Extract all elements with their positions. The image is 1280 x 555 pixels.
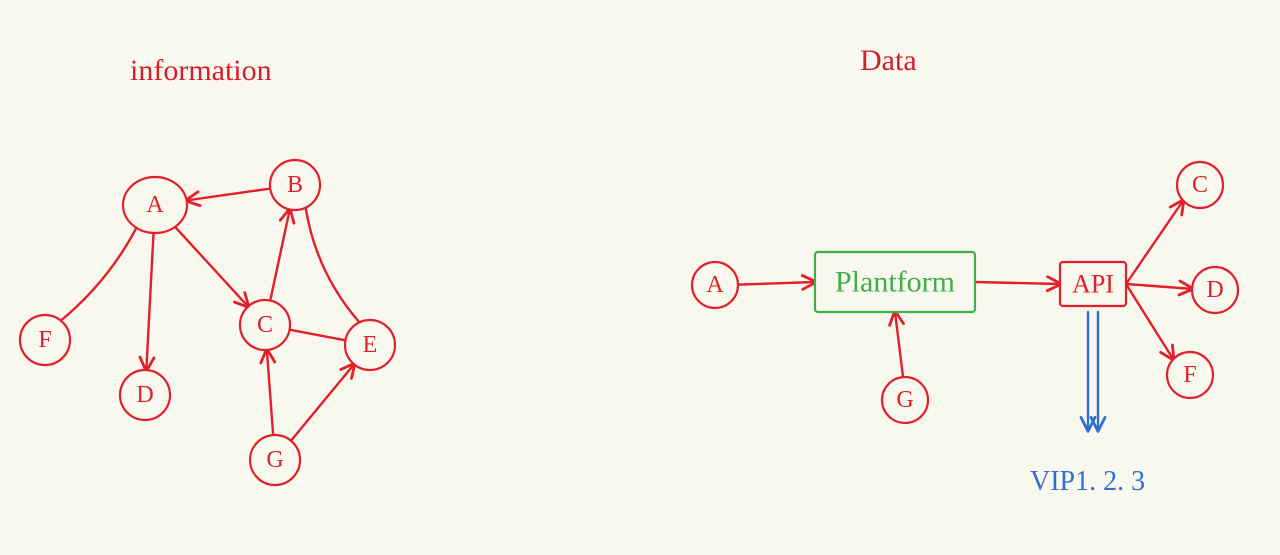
right-title: Data — [860, 44, 917, 77]
left-node-d: D — [120, 370, 170, 420]
left-node-b: B — [270, 160, 320, 210]
right-node-label: Plantform — [835, 266, 955, 299]
left-node-e: E — [345, 320, 395, 370]
left-node-label: C — [257, 312, 273, 338]
left-node-label: D — [136, 382, 153, 408]
left-node-label: E — [363, 332, 378, 358]
left-node-label: A — [146, 192, 164, 218]
left-node-c: C — [240, 300, 290, 350]
right-node-rd: D — [1192, 267, 1238, 313]
right-node-ra: A — [692, 262, 738, 308]
left-node-label: G — [266, 447, 283, 473]
right-node-rf: F — [1167, 352, 1213, 398]
left-node-a: A — [123, 177, 187, 233]
right-node-label: API — [1072, 270, 1114, 299]
right-node-label: D — [1206, 277, 1223, 303]
footer-text: VIP1. 2. 3 — [1030, 466, 1145, 497]
left-node-g: G — [250, 435, 300, 485]
right-node-label: G — [896, 387, 913, 413]
right-node-api: API — [1060, 262, 1126, 306]
right-node-label: F — [1183, 362, 1196, 388]
left-node-f: F — [20, 315, 70, 365]
right-node-label: A — [706, 272, 724, 298]
right-node-plat: Plantform — [815, 252, 975, 312]
left-title: information — [130, 54, 272, 87]
right-node-rg: G — [882, 377, 928, 423]
diagram-canvas: information A B C D E F G Data A Plantform G API C D F V… — [0, 0, 1280, 555]
left-node-label: B — [287, 172, 303, 198]
right-node-rc: C — [1177, 162, 1223, 208]
right-node-label: C — [1192, 172, 1208, 198]
left-node-label: F — [38, 327, 51, 353]
